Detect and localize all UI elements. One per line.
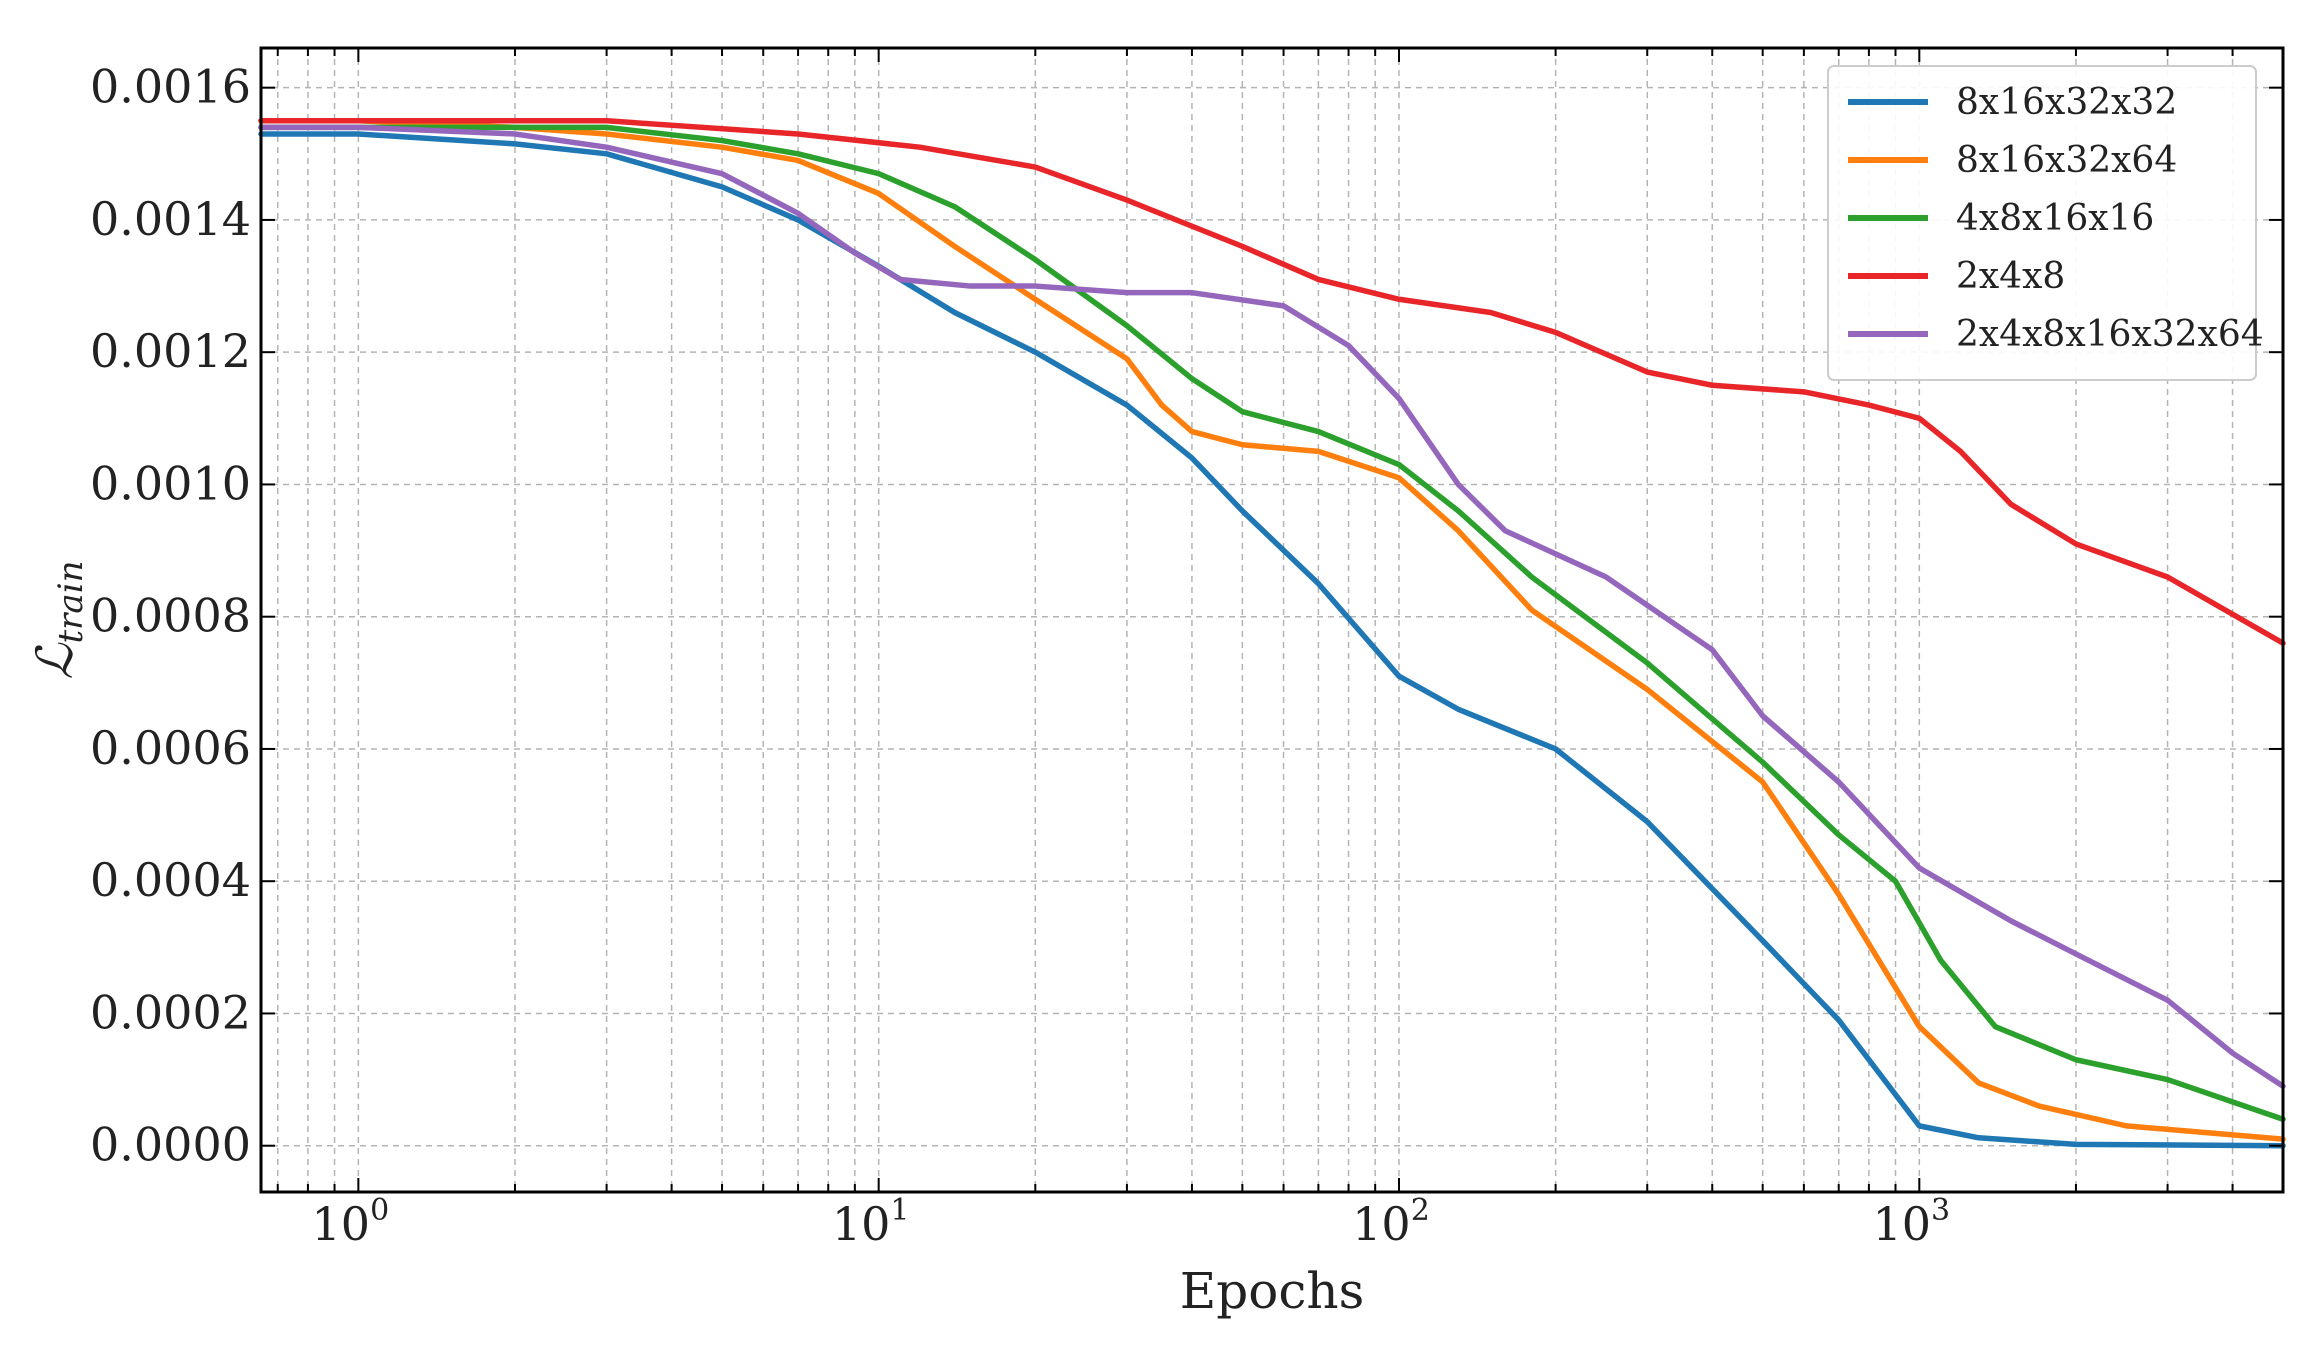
series-line-4 [258, 117, 2286, 646]
y-axis-label-subscript: train [51, 561, 91, 644]
x-tick-exponent: 3 [1931, 1193, 1950, 1228]
legend-box [1827, 65, 2257, 381]
axis-ticks: 0.0000 0.0002 0.0004 0.0006 0.0008 0.0010 0.00… [90, 48, 2284, 1251]
x-tick-exponent: 1 [890, 1193, 909, 1228]
y-tick-label: 0.0010 [90, 456, 251, 510]
legend-label: 2x4x8x16x32x64 [1956, 314, 2264, 355]
legend-label: 8x16x32x32 [1956, 82, 2177, 123]
x-tick-base: 10 [832, 1197, 891, 1251]
legend-label: 2x4x8 [1956, 256, 2065, 297]
y-tick-label: 0.0002 [90, 985, 251, 1039]
series-line-2 [258, 117, 2286, 1142]
x-tick-label: 102 [1352, 1193, 1430, 1251]
y-axis-label-main: ℒ [26, 642, 84, 679]
plot-frame [259, 46, 2285, 1194]
x-tick-base: 10 [312, 1197, 371, 1251]
series-line-3 [258, 124, 2286, 1123]
x-tick-base: 10 [1352, 1197, 1411, 1251]
x-axis-label: Epochs [1180, 1262, 1364, 1320]
legend-label: 4x8x16x16 [1956, 198, 2154, 239]
y-tick-label: 0.0006 [90, 721, 251, 775]
legend: 8x16x32x32 8x16x32x64 4x8x16x16 2x4x8 2x4x8x… [1827, 65, 2264, 381]
y-tick-label: 0.0000 [90, 1118, 251, 1172]
y-tick-label: 0.0014 [90, 192, 251, 246]
series-lines [258, 117, 2286, 1149]
y-axis-label: ℒtrain [26, 561, 91, 680]
x-tick-label: 103 [1872, 1193, 1950, 1251]
y-tick-label: 0.0016 [90, 60, 251, 114]
legend-label: 8x16x32x64 [1956, 140, 2177, 181]
x-tick-label: 101 [832, 1193, 910, 1251]
x-tick-exponent: 0 [370, 1193, 389, 1228]
y-tick-label: 0.0004 [90, 853, 251, 907]
x-tick-base: 10 [1872, 1197, 1931, 1251]
series-line-5 [258, 124, 2286, 1089]
y-tick-label: 0.0008 [90, 589, 251, 643]
x-tick-exponent: 2 [1411, 1193, 1430, 1228]
x-tick-label: 100 [312, 1193, 390, 1251]
series-line-1 [258, 131, 2286, 1149]
y-tick-label: 0.0012 [90, 324, 251, 378]
